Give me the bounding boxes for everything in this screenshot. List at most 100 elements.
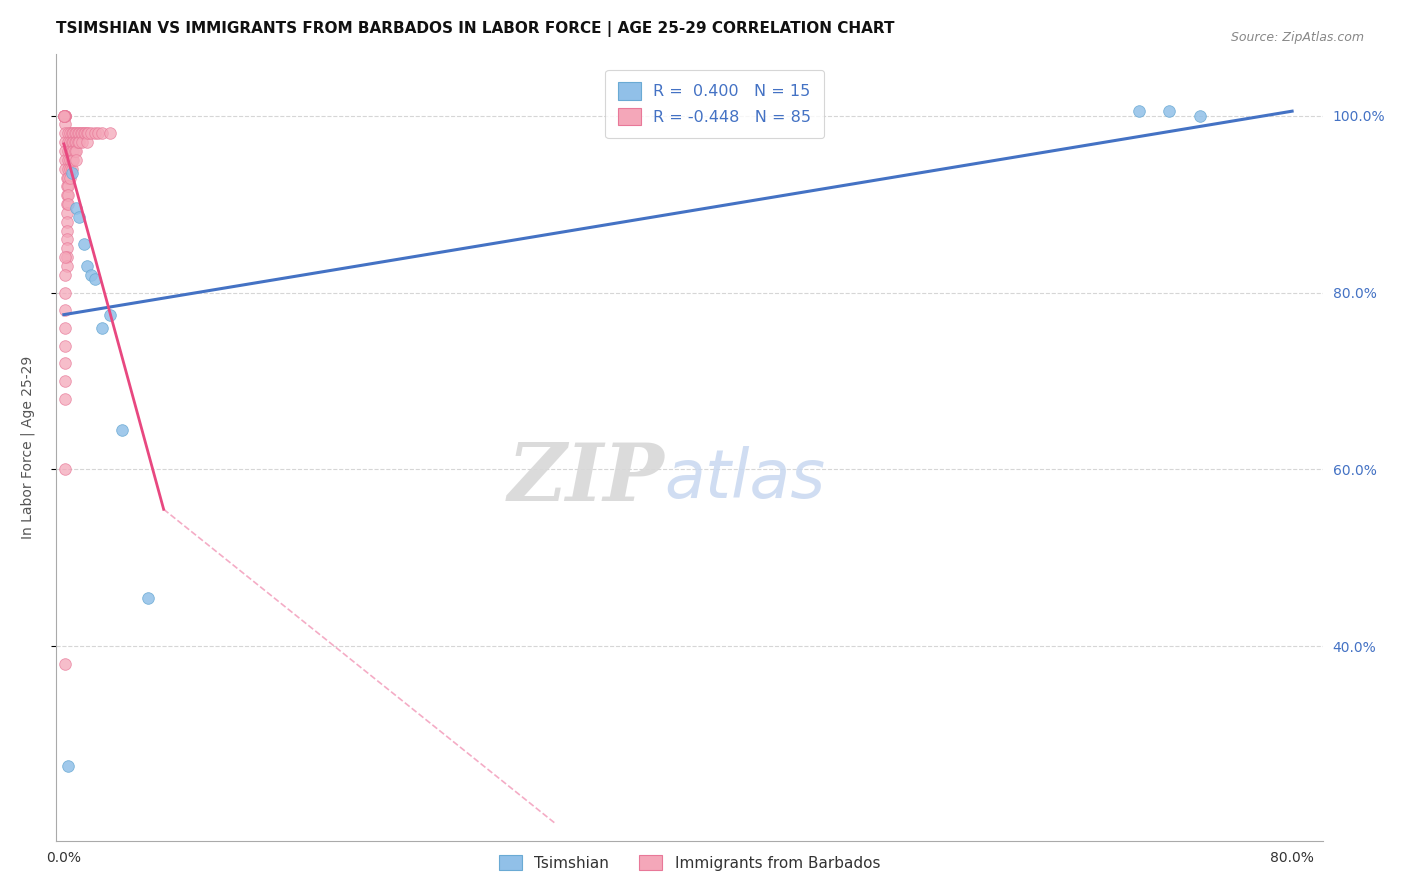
Text: atlas: atlas: [664, 446, 825, 512]
Point: [56, 224, 79, 238]
Point: [58, 135, 80, 149]
Point: [60, 135, 83, 149]
Point: [58, 188, 80, 202]
Point: [60, 153, 83, 167]
Point: [53, 126, 76, 140]
Point: [67, 135, 90, 149]
Point: [80, 126, 103, 140]
Point: [83, 272, 105, 286]
Point: [52, 109, 75, 123]
Point: [58, 153, 80, 167]
Point: [52, 109, 75, 123]
Point: [67, 126, 90, 140]
Point: [59, 161, 82, 176]
Point: [56, 250, 79, 264]
Point: [59, 170, 82, 185]
Point: [53, 109, 76, 123]
Point: [60, 166, 83, 180]
Point: [60, 144, 83, 158]
Point: [76, 126, 98, 140]
Point: [53, 462, 76, 476]
Point: [53, 135, 76, 149]
Point: [56, 232, 79, 246]
Point: [53, 392, 76, 406]
Point: [63, 144, 86, 158]
Point: [76, 259, 98, 273]
Point: [58, 759, 80, 773]
Point: [59, 153, 82, 167]
Point: [76, 135, 98, 149]
Point: [58, 170, 80, 185]
Point: [53, 250, 76, 264]
Point: [80, 268, 103, 282]
Text: Source: ZipAtlas.com: Source: ZipAtlas.com: [1230, 31, 1364, 45]
Point: [1159, 104, 1181, 119]
Point: [53, 285, 76, 300]
Point: [72, 126, 94, 140]
Point: [91, 321, 114, 335]
Point: [56, 170, 79, 185]
Point: [58, 161, 80, 176]
Point: [72, 135, 94, 149]
Point: [59, 126, 82, 140]
Y-axis label: In Labor Force | Age 25-29: In Labor Force | Age 25-29: [21, 356, 35, 539]
Point: [53, 161, 76, 176]
Point: [63, 126, 86, 140]
Point: [66, 126, 89, 140]
Point: [60, 161, 83, 176]
Text: ZIP: ZIP: [508, 440, 664, 517]
Point: [58, 126, 80, 140]
Point: [53, 109, 76, 123]
Point: [62, 126, 84, 140]
Point: [111, 423, 134, 437]
Point: [53, 153, 76, 167]
Point: [65, 135, 87, 149]
Point: [86, 126, 108, 140]
Point: [62, 153, 84, 167]
Point: [60, 126, 83, 140]
Point: [53, 109, 76, 123]
Point: [58, 197, 80, 211]
Point: [66, 135, 89, 149]
Point: [53, 374, 76, 388]
Point: [58, 144, 80, 158]
Point: [53, 268, 76, 282]
Point: [56, 197, 79, 211]
Point: [65, 202, 87, 216]
Point: [53, 118, 76, 132]
Point: [59, 144, 82, 158]
Point: [69, 126, 91, 140]
Point: [98, 126, 121, 140]
Point: [56, 188, 79, 202]
Point: [52, 109, 75, 123]
Point: [53, 338, 76, 352]
Point: [56, 215, 79, 229]
Point: [53, 144, 76, 158]
Point: [62, 144, 84, 158]
Point: [56, 259, 79, 273]
Point: [58, 179, 80, 194]
Point: [62, 135, 84, 149]
Point: [56, 179, 79, 194]
Point: [98, 308, 121, 322]
Point: [65, 144, 87, 158]
Point: [73, 126, 96, 140]
Point: [1188, 109, 1211, 123]
Point: [77, 126, 100, 140]
Point: [136, 591, 159, 605]
Point: [75, 126, 97, 140]
Point: [53, 321, 76, 335]
Text: TSIMSHIAN VS IMMIGRANTS FROM BARBADOS IN LABOR FORCE | AGE 25-29 CORRELATION CHA: TSIMSHIAN VS IMMIGRANTS FROM BARBADOS IN…: [56, 21, 894, 37]
Legend: Tsimshian, Immigrants from Barbados: Tsimshian, Immigrants from Barbados: [492, 848, 886, 877]
Point: [53, 356, 76, 370]
Point: [63, 135, 86, 149]
Point: [53, 657, 76, 671]
Point: [53, 303, 76, 318]
Point: [56, 206, 79, 220]
Point: [52, 109, 75, 123]
Point: [53, 109, 76, 123]
Point: [91, 126, 114, 140]
Point: [52, 109, 75, 123]
Point: [65, 126, 87, 140]
Point: [1128, 104, 1150, 119]
